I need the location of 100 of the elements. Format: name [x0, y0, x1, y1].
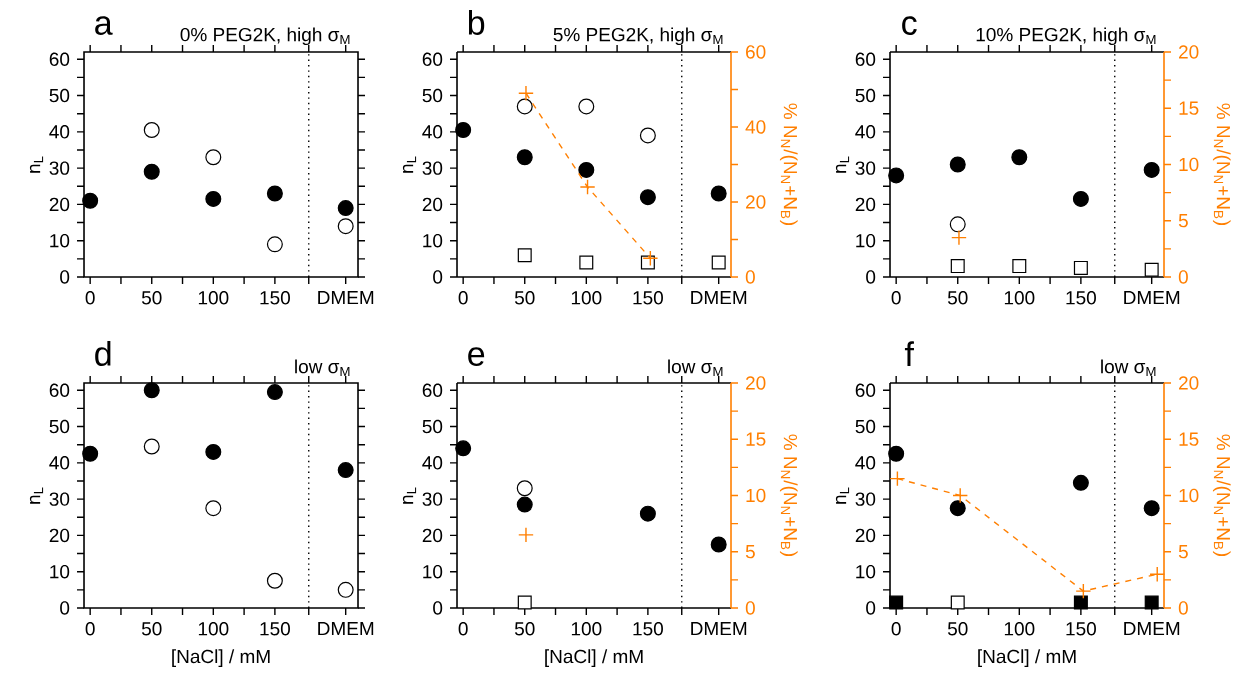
point [1143, 500, 1160, 517]
y-tick-label: 40 [49, 456, 70, 470]
x-tick-label: 50 [514, 291, 535, 305]
y-tick-label: 0 [60, 601, 70, 615]
point [952, 487, 969, 504]
point [888, 445, 905, 462]
x-tick-label: 50 [947, 622, 968, 636]
point [455, 122, 472, 139]
y-axis-title: n$_{L}$ [402, 156, 417, 173]
y2-tick-label: 5 [745, 545, 755, 559]
point [337, 462, 354, 479]
x-tick-label: 150 [260, 291, 290, 305]
y-tick-label: 30 [49, 492, 70, 506]
chart-subtitle: low σ$_{M}$ [668, 359, 723, 377]
chart-title: b [468, 9, 485, 35]
y-tick-label: 20 [855, 197, 876, 212]
y-tick-label: 60 [49, 383, 70, 397]
y2-tick-label: 20 [1179, 376, 1199, 390]
x-tick-label: DMEM [318, 622, 374, 636]
x-tick-label: DMEM [1124, 622, 1180, 636]
point [950, 595, 965, 610]
y-tick-label: 30 [422, 161, 443, 175]
y-tick-label: 20 [49, 197, 70, 212]
point [579, 179, 596, 195]
point [517, 595, 532, 610]
chart-title: c [902, 16, 917, 35]
chart-subtitle: 5% PEG2K, high σ$_{M}$ [553, 27, 723, 46]
point [711, 255, 726, 270]
x-tick-label: 0 [85, 291, 95, 305]
y-tick-label: 60 [422, 52, 443, 66]
y-tick-label: 10 [50, 564, 70, 579]
y-tick-label: 30 [855, 161, 876, 175]
point [639, 505, 656, 522]
point [710, 185, 727, 202]
x-tick-label: 100 [198, 291, 229, 305]
point [266, 185, 283, 202]
x-tick-label: 0 [891, 291, 901, 305]
y-tick-label: 50 [422, 419, 443, 434]
y2-tick-label: 15 [746, 432, 766, 446]
point [205, 500, 222, 517]
x-tick-label: 150 [1066, 622, 1096, 636]
y-tick-label: 50 [855, 88, 876, 103]
point [579, 255, 594, 270]
point [1144, 262, 1159, 277]
y2-tick-label: 20 [746, 195, 766, 209]
y2-tick-label: 40 [745, 120, 766, 134]
point [889, 595, 904, 610]
point [1011, 149, 1028, 166]
point [516, 496, 533, 513]
y-tick-label: 10 [50, 233, 70, 248]
y-tick-label: 40 [855, 456, 876, 470]
point [1012, 259, 1027, 274]
point [516, 98, 533, 115]
point [266, 384, 283, 401]
chart-title: e [468, 347, 485, 366]
point [266, 572, 283, 589]
point [1143, 161, 1160, 178]
y-tick-label: 10 [423, 233, 443, 248]
point [82, 445, 99, 462]
y-tick-label: 40 [422, 456, 443, 470]
point [949, 156, 966, 173]
point [205, 443, 222, 460]
point [337, 218, 354, 235]
point [337, 581, 354, 598]
x-tick-label: 100 [571, 622, 602, 636]
y-axis-title: n$_{L}$ [835, 156, 850, 173]
y2-tick-label: 0 [745, 270, 755, 284]
y-tick-label: 0 [866, 270, 876, 284]
point [639, 189, 656, 206]
point [639, 127, 656, 144]
y2-tick-label: 15 [1179, 101, 1199, 115]
point [143, 438, 160, 455]
y-tick-label: 20 [855, 528, 876, 543]
point [1073, 260, 1088, 275]
x-tick-label: 0 [85, 622, 95, 636]
point [143, 382, 160, 399]
y-tick-label: 50 [49, 88, 70, 103]
y2-tick-label: 20 [1179, 45, 1199, 59]
y2-tick-label: 15 [1179, 432, 1199, 446]
x-tick-label: DMEM [318, 291, 374, 305]
point [205, 149, 222, 166]
y2-axis-title: % N$_{N}$/(N$_{N}$+N$_{B}$) [779, 434, 798, 557]
point [949, 216, 966, 233]
point [888, 167, 905, 184]
y-tick-label: 0 [433, 270, 443, 284]
x-tick-label: 150 [1066, 291, 1096, 305]
x-tick-label: 0 [891, 622, 901, 636]
point [889, 470, 906, 487]
y2-tick-label: 5 [1178, 545, 1188, 559]
point [642, 250, 659, 267]
x-tick-label: DMEM [1124, 291, 1180, 305]
point [517, 248, 532, 263]
chart-title: d [95, 340, 111, 366]
y-axis-title: n$_{L}$ [29, 487, 44, 504]
y-tick-label: 10 [856, 233, 876, 248]
y-tick-label: 0 [433, 601, 443, 615]
y-tick-label: 60 [422, 383, 443, 397]
y-tick-label: 0 [866, 601, 876, 615]
x-tick-label: DMEM [691, 622, 747, 636]
point [1149, 566, 1166, 583]
